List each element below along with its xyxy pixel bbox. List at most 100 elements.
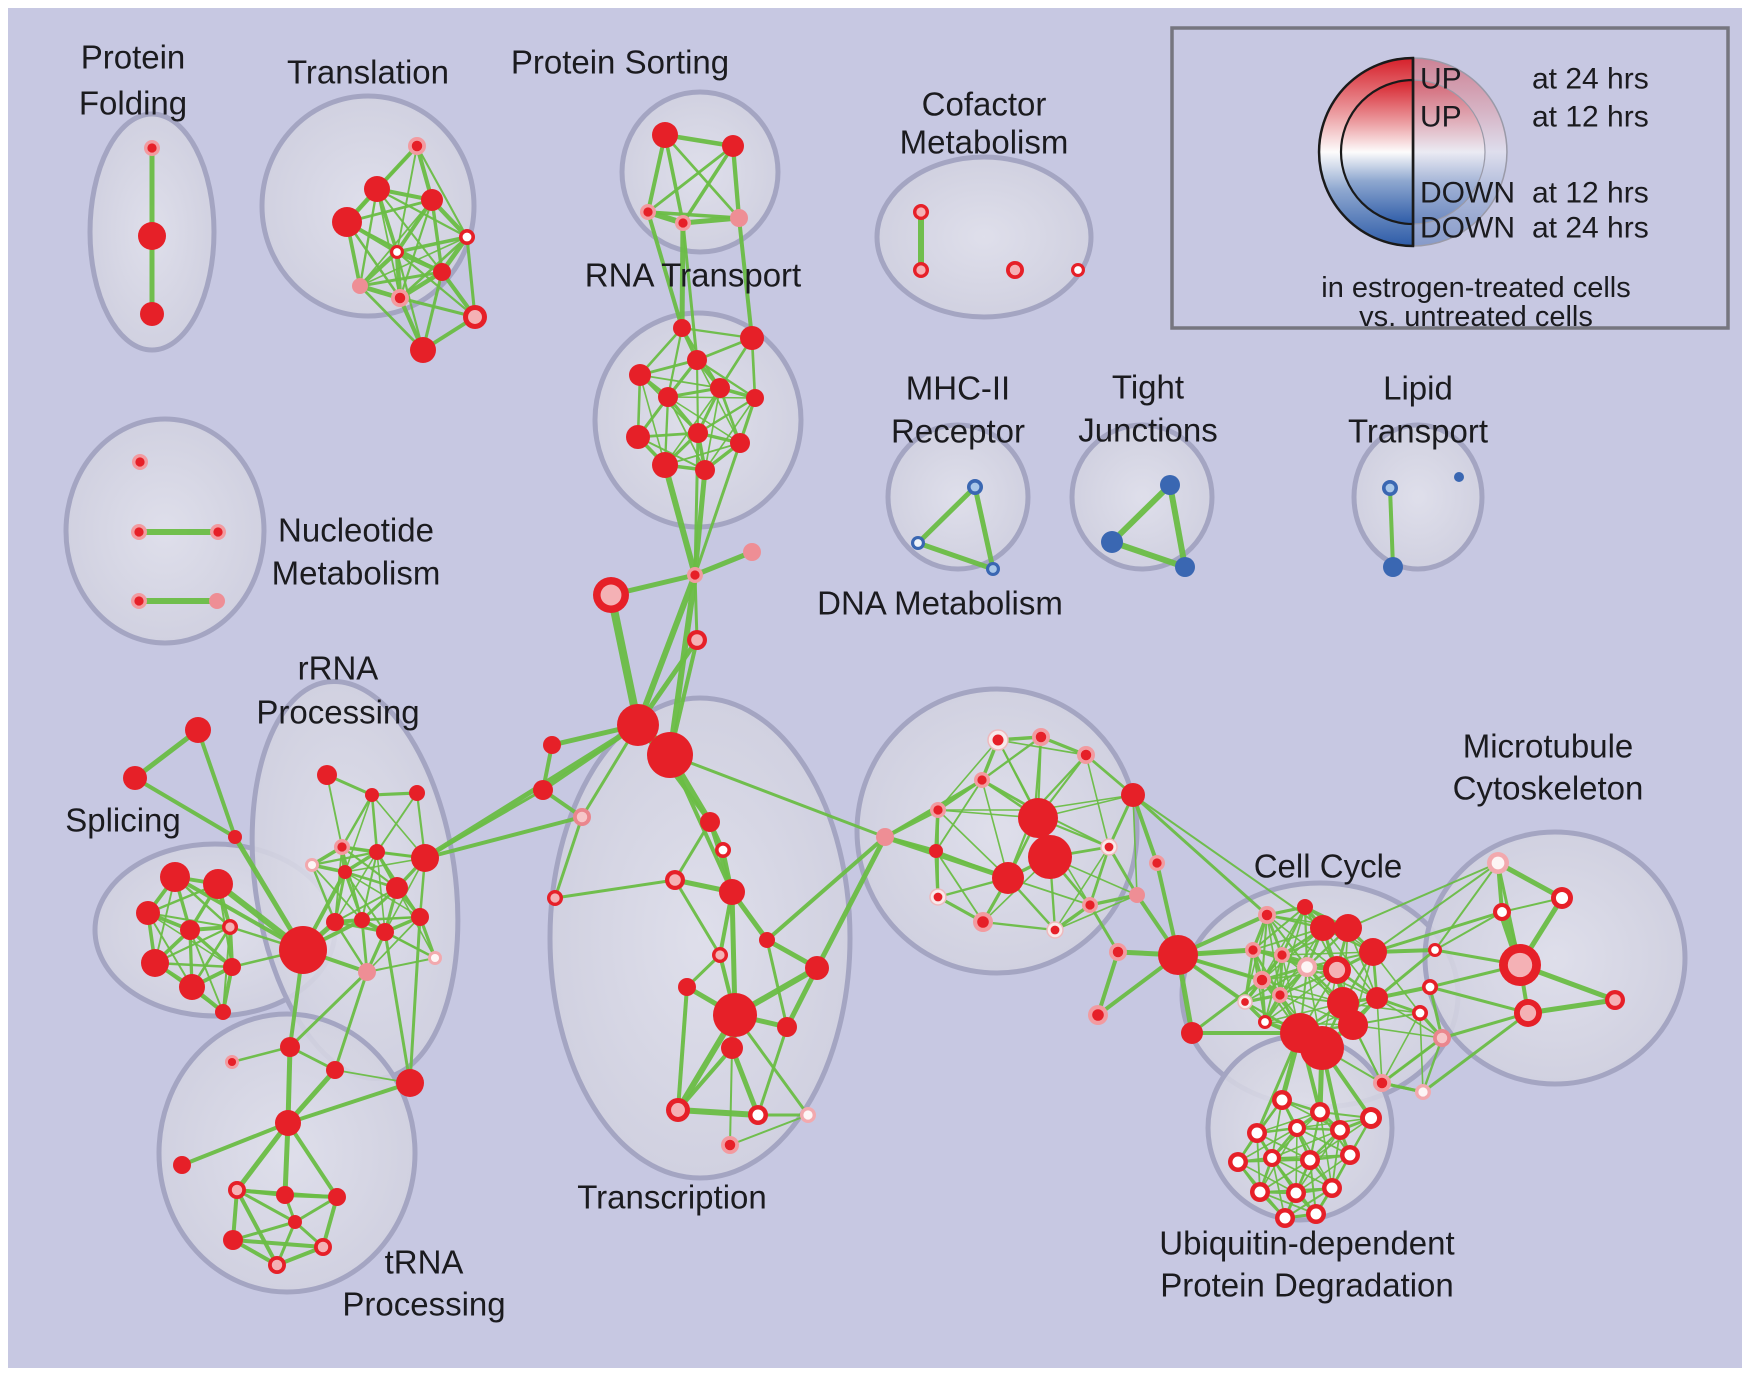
gene-node-rrna-processing [396, 1069, 424, 1097]
edge-rna-transport [664, 442, 741, 466]
gene-node-dna-metabolism [1082, 897, 1098, 913]
edge-microtubule-cytoskeleton [1496, 860, 1564, 901]
cluster-label-transcription: Transcription [577, 1179, 767, 1216]
edge-backbone [694, 549, 753, 578]
gene-node-ubiquitin-degradation [1272, 1090, 1292, 1110]
gene-node-trna-processing [228, 1181, 246, 1199]
edge-transcription [765, 939, 789, 1028]
edge-backbone [693, 442, 742, 576]
gene-node-trna-processing [173, 1156, 191, 1174]
legend-footer-text: in estrogen-treated cells [1321, 272, 1631, 304]
edge-splicing [174, 875, 304, 952]
edge-protein-sorting [730, 145, 742, 219]
edge-rna-transport [666, 327, 684, 398]
edge-backbone [1376, 948, 1436, 1000]
gene-node-cell-cycle [1297, 957, 1317, 977]
gene-node-trna-processing [276, 1186, 294, 1204]
gene-node-transcription [678, 978, 696, 996]
gene-node-translation [463, 305, 487, 329]
gene-node-transcription [721, 1037, 743, 1059]
gene-node-dna-metabolism [930, 802, 946, 818]
gene-node-cell-cycle [1359, 938, 1387, 966]
cluster-label-ubiquitin-degradation: Ubiquitin-dependent [1159, 1225, 1454, 1262]
connector-node [593, 577, 629, 613]
gene-node-dna-metabolism [992, 862, 1024, 894]
connector-node [547, 890, 563, 906]
gene-node-transcription [665, 870, 685, 890]
edge-cell-cycle [1421, 1037, 1444, 1093]
gene-node-rrna-processing [365, 788, 379, 802]
gene-node-transcription [715, 842, 731, 858]
gene-node-dna-metabolism [1046, 921, 1064, 939]
gene-node-cell-cycle [1433, 1029, 1451, 1047]
gene-node-microtubule-cytoskeleton [1422, 979, 1438, 995]
edge-ubiquitin-degradation [1271, 1129, 1341, 1159]
edge-backbone [1088, 904, 1120, 953]
connector-node [1109, 943, 1127, 961]
edge-dna-metabolism [1089, 893, 1138, 907]
edge-protein-sorting [681, 145, 735, 224]
cluster-label-tight-junctions: Tight [1112, 369, 1184, 406]
gene-node-protein-folding [138, 222, 166, 250]
edge-backbone [635, 573, 698, 727]
edge-translation [396, 145, 418, 253]
cluster-boundary-transcription [547, 695, 853, 1181]
edge-rrna-processing [343, 871, 364, 921]
gene-node-tight-junctions [1101, 531, 1123, 553]
connector-node [533, 780, 553, 800]
edge-trna-processing [232, 1238, 324, 1249]
gene-node-cell-cycle [1258, 1015, 1272, 1029]
edge-backbone [669, 753, 886, 839]
gene-node-dna-metabolism [1100, 838, 1118, 856]
legend-footer-text: vs. untreated cells [1359, 301, 1593, 333]
edge-tight-junctions [1109, 482, 1173, 545]
edge-ubiquitin-degradation [1271, 1157, 1286, 1219]
edge-protein-sorting [646, 134, 667, 213]
edge-rrna-processing [310, 864, 337, 923]
edge-backbone [1131, 794, 1159, 864]
edge-ubiquitin-degradation [1271, 1157, 1333, 1189]
gene-node-ubiquitin-degradation [1228, 1152, 1248, 1172]
cluster-label-trna-processing: tRNA [385, 1244, 464, 1281]
gene-node-translation [421, 189, 443, 211]
gene-node-rrna-processing [334, 839, 350, 855]
edge-translation [359, 270, 443, 288]
gene-node-cofactor-metabolism [913, 204, 929, 220]
gene-node-ubiquitin-degradation [1322, 1178, 1342, 1198]
gene-node-trna-processing [314, 1238, 332, 1256]
edge-trna-processing [232, 1220, 296, 1242]
cluster-label-protein-folding: Protein [81, 39, 186, 76]
edge-backbone [681, 222, 699, 361]
cluster-label-cofactor-metabolism: Cofactor [922, 86, 1047, 123]
edge-dna-metabolism [935, 779, 983, 852]
gene-node-rrna-processing [338, 865, 352, 879]
edge-splicing [133, 728, 200, 780]
gene-node-protein-folding [140, 302, 164, 326]
edge-translation [465, 236, 477, 318]
legend-direction-label: DOWN [1420, 212, 1515, 245]
gene-node-cell-cycle [1237, 994, 1253, 1010]
edge-dna-metabolism [1054, 846, 1110, 931]
cluster-label-rrna-processing: rRNA [298, 650, 379, 687]
gene-node-cell-cycle [1366, 987, 1388, 1009]
connector-node [1149, 855, 1165, 871]
edge-cell-cycle [1264, 969, 1338, 1023]
edge-rrna-processing [408, 916, 422, 1084]
gene-node-rna-transport [710, 378, 730, 398]
edge-rna-transport [637, 436, 706, 471]
gene-node-rna-transport [687, 350, 707, 370]
edge-rrna-processing [340, 794, 374, 848]
cluster-boundary-cofactor-metabolism [874, 154, 1094, 320]
gene-node-rna-transport [658, 387, 678, 407]
gene-node-cell-cycle [1300, 1026, 1344, 1070]
legend-gradient-ring [1339, 78, 1415, 226]
gene-node-rna-transport [629, 364, 651, 386]
edge-backbone [553, 816, 584, 899]
gene-node-rrna-processing [411, 908, 429, 926]
edge-backbone [814, 835, 888, 970]
gene-node-translation [408, 137, 426, 155]
gene-node-rna-transport [652, 452, 678, 478]
gene-node-splicing [215, 1004, 231, 1020]
connector-node [617, 704, 659, 746]
